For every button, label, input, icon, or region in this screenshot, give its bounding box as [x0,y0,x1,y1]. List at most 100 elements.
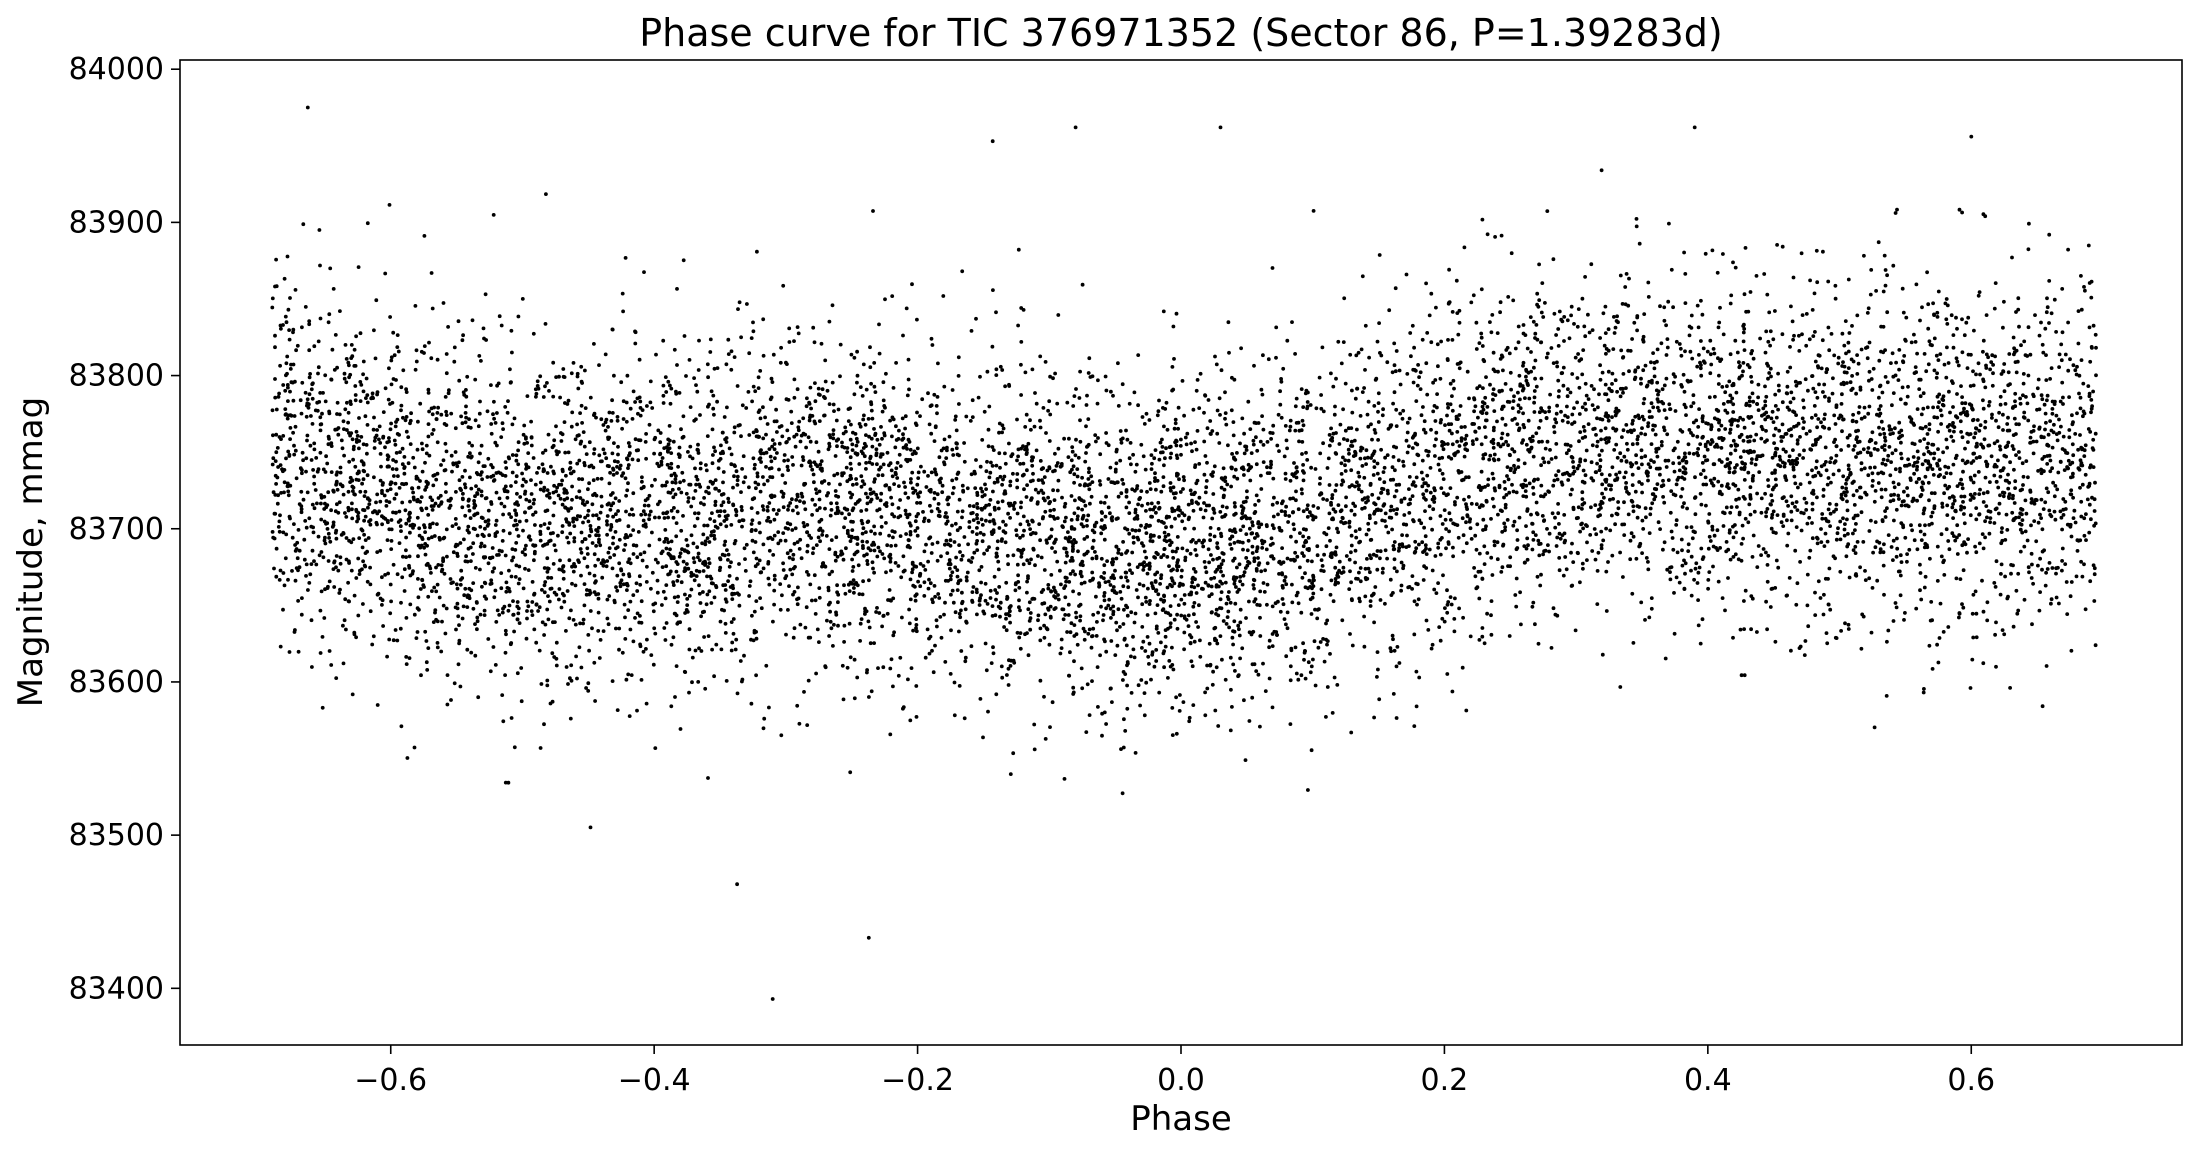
data-point [717,489,721,493]
data-point [353,492,357,497]
data-point [1498,310,1502,315]
data-point [1154,550,1159,555]
data-point [1033,531,1038,536]
data-point [1260,414,1264,418]
data-point [1773,404,1778,408]
data-point [466,546,471,551]
data-point [388,611,393,616]
data-point [1974,506,1979,510]
data-point [1837,416,1841,421]
data-point [519,666,524,670]
data-point [1313,467,1318,471]
data-point [357,536,362,540]
data-point [1926,362,1931,367]
data-point [1751,533,1756,538]
data-point [521,477,526,482]
data-point [1846,627,1851,631]
data-point [1412,462,1417,467]
data-point [528,538,533,542]
data-point [1424,546,1428,551]
data-point [1827,348,1832,353]
data-point [1892,518,1896,523]
data-point [1882,253,1887,258]
data-point [1083,459,1088,464]
data-point [623,542,628,547]
data-point [423,530,427,534]
data-point [378,478,383,483]
data-point [696,680,701,684]
data-point [534,394,538,399]
data-point [467,508,472,513]
data-point [344,515,349,519]
data-point [1822,417,1827,421]
data-point [1283,513,1288,517]
data-point [2052,509,2057,514]
data-point [1041,515,1045,519]
data-point [1015,478,1019,483]
data-point [648,379,653,384]
data-point [1206,398,1211,402]
data-point [419,506,424,511]
data-point [626,463,631,467]
data-point [1110,518,1114,523]
data-point [976,520,981,525]
data-point [1049,589,1053,594]
data-point [617,561,622,566]
data-point [1223,677,1228,682]
data-point [590,626,594,631]
data-point [1652,460,1656,464]
data-point [1086,631,1091,636]
data-point [1100,711,1104,716]
data-point [986,444,991,449]
data-point [1490,573,1495,577]
data-point [1887,445,1892,449]
data-point [1512,449,1517,454]
data-point [1310,559,1314,564]
data-point [1382,480,1387,485]
data-point [1870,388,1875,392]
data-point [1833,283,1838,288]
data-point [1929,514,1934,519]
data-point [1023,370,1028,375]
data-point [542,633,546,637]
data-point [911,628,915,633]
data-point [1270,523,1275,528]
data-point [1716,579,1721,584]
data-point [1282,578,1287,583]
data-point [300,596,304,600]
data-point [317,228,322,232]
data-point [848,473,853,478]
data-point [796,585,800,590]
data-point [666,379,671,384]
data-point [1257,525,1261,530]
data-point [696,555,700,560]
data-point [957,497,962,502]
data-point [1923,523,1927,528]
data-point [1777,428,1782,433]
data-point [1883,487,1888,492]
data-point [1391,508,1396,512]
data-point [764,465,768,469]
data-point [314,456,319,460]
data-point [1597,468,1602,473]
data-point [1408,331,1413,335]
data-point [1229,687,1233,692]
data-point [1750,391,1755,396]
data-point [1349,533,1354,538]
data-point [1242,473,1246,477]
data-point [1416,597,1421,602]
data-point [586,681,591,686]
data-point [1749,627,1753,632]
data-point [424,639,429,643]
data-point [1344,495,1348,500]
data-point [1684,525,1689,530]
data-point [1237,627,1241,632]
data-point [1599,428,1603,433]
data-point [546,594,550,598]
data-point [1499,570,1504,574]
data-point [1064,515,1068,520]
data-point [2077,391,2081,396]
data-point [1656,392,1660,397]
data-point [1132,390,1137,395]
data-point [418,401,423,406]
